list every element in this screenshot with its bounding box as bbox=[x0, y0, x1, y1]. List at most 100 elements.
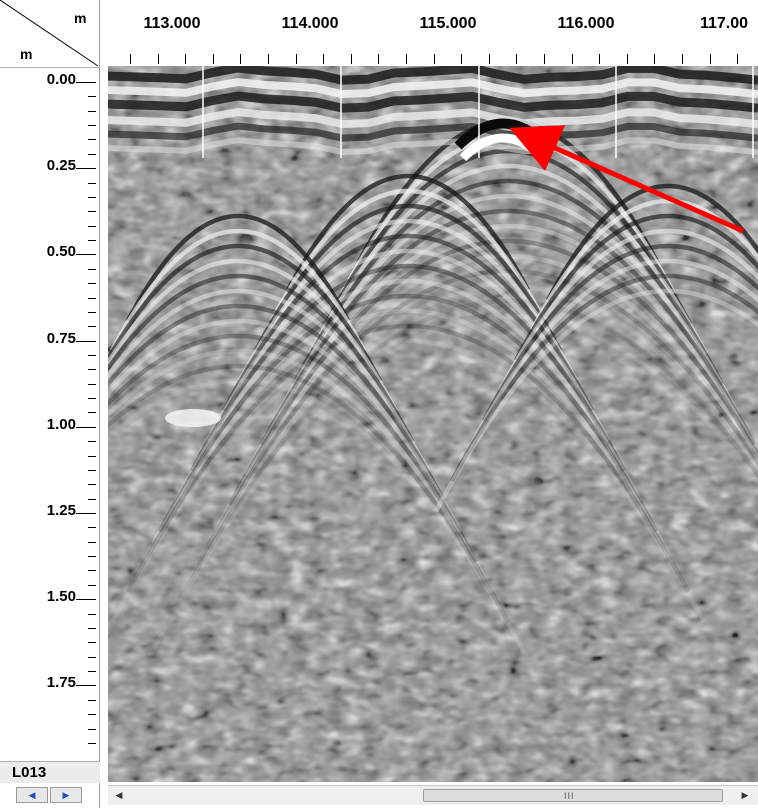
depth-major-tick bbox=[76, 513, 96, 514]
previous-line-button[interactable]: ◀ bbox=[16, 787, 48, 803]
axis-corner: m m bbox=[0, 0, 100, 68]
scrollbar-grip: III bbox=[564, 791, 575, 801]
surface-band bbox=[108, 122, 758, 142]
next-line-button[interactable]: ▶ bbox=[50, 787, 82, 803]
depth-minor-tick bbox=[88, 671, 96, 673]
scrollbar-thumb[interactable]: III bbox=[423, 789, 723, 802]
hyperbola-arc bbox=[142, 309, 674, 563]
right-arrow-icon: ▶ bbox=[62, 790, 70, 800]
depth-major-tick bbox=[76, 254, 96, 256]
depth-minor-tick bbox=[88, 211, 96, 213]
depth-label: 1.50 bbox=[46, 588, 76, 606]
hyperbola-arc bbox=[238, 219, 578, 382]
surface-band bbox=[108, 107, 758, 129]
hyperbola-arc bbox=[108, 304, 446, 503]
radar-texture bbox=[108, 66, 758, 782]
scroll-right-icon[interactable]: ▶ bbox=[741, 790, 749, 800]
depth-minor-tick bbox=[88, 455, 96, 457]
distance-tick bbox=[654, 54, 656, 64]
depth-minor-tick bbox=[88, 225, 96, 227]
distance-marker-lines bbox=[202, 66, 754, 158]
depth-minor-tick bbox=[88, 556, 96, 558]
depth-minor-tick bbox=[88, 268, 96, 270]
hyperbola-arc bbox=[482, 243, 758, 422]
distance-label: 115.000 bbox=[419, 15, 477, 32]
target-arrow bbox=[509, 125, 745, 234]
distance-tick bbox=[350, 54, 352, 64]
hyperbola-arc bbox=[108, 274, 414, 443]
x-unit-label: m bbox=[74, 10, 87, 26]
depth-label: 1.00 bbox=[46, 415, 76, 433]
depth-minor-tick bbox=[88, 498, 96, 500]
hyperbola-arc bbox=[286, 174, 530, 292]
distance-tick bbox=[544, 54, 545, 64]
depth-minor-tick bbox=[88, 570, 96, 572]
depth-minor-tick bbox=[88, 326, 96, 328]
distance-tick bbox=[599, 54, 601, 64]
hyperbola-arc bbox=[228, 238, 758, 507]
distance-tick bbox=[130, 54, 131, 64]
depth-axis: 0.00 0.25 0.50 0.75 1.00 1.25 1.50 1.75 bbox=[0, 0, 100, 760]
distance-tick bbox=[433, 54, 435, 64]
distance-tick bbox=[571, 54, 573, 64]
distance-tick bbox=[461, 54, 463, 64]
hyperbola-arc bbox=[108, 364, 510, 624]
depth-minor-tick bbox=[88, 139, 96, 141]
hyperbola-arc bbox=[158, 293, 658, 533]
depth-major-tick bbox=[76, 685, 96, 687]
depth-label: 1.25 bbox=[46, 502, 76, 519]
line-label: L013 bbox=[12, 764, 47, 781]
depth-minor-tick bbox=[88, 699, 96, 701]
depth-minor-tick bbox=[88, 527, 96, 529]
surface-band bbox=[108, 77, 758, 99]
distance-tick bbox=[157, 54, 159, 64]
distance-tick bbox=[626, 54, 628, 64]
depth-minor-tick bbox=[88, 613, 96, 615]
line-label-box: L013 bbox=[0, 761, 100, 783]
hyperbola-arc bbox=[126, 323, 690, 594]
depth-minor-tick bbox=[88, 311, 96, 313]
horizontal-scrollbar[interactable]: ◀ III ▶ bbox=[108, 785, 758, 805]
hyperbola-arc bbox=[308, 164, 708, 356]
depth-minor-tick bbox=[88, 412, 96, 414]
distance-label: 113.000 bbox=[143, 15, 201, 32]
hyperbola-arc bbox=[108, 348, 494, 594]
depth-minor-tick bbox=[88, 469, 96, 471]
distance-label: 117.00 bbox=[699, 15, 749, 32]
depth-label: 0.25 bbox=[46, 157, 76, 175]
depth-minor-tick bbox=[88, 125, 96, 127]
depth-label: 1.75 bbox=[46, 674, 76, 692]
hyperbola-arc bbox=[244, 224, 758, 476]
distance-tick bbox=[709, 54, 711, 64]
radargram-view[interactable] bbox=[108, 66, 758, 782]
hyperbola-arc bbox=[498, 229, 758, 392]
hyperbola-arc bbox=[174, 279, 642, 503]
surface-band bbox=[108, 91, 758, 113]
depth-minor-tick bbox=[88, 240, 96, 242]
depth-major-tick bbox=[76, 426, 96, 428]
hyperbola-arc bbox=[126, 213, 350, 322]
distance-tick bbox=[323, 54, 325, 64]
hyperbola-arc bbox=[450, 273, 758, 483]
hyperbola-arc bbox=[276, 194, 740, 416]
hyperbola-arc bbox=[260, 208, 756, 446]
distance-label: 114.000 bbox=[281, 15, 339, 32]
depth-minor-tick bbox=[88, 383, 96, 385]
hyperbola-arc bbox=[148, 313, 758, 658]
surface-band bbox=[108, 136, 758, 156]
bright-anomaly bbox=[165, 409, 221, 427]
depth-major-tick bbox=[76, 82, 96, 83]
distance-tick bbox=[406, 54, 407, 64]
depth-minor-tick bbox=[88, 541, 96, 543]
distance-tick bbox=[682, 54, 683, 64]
surface-band bbox=[108, 66, 758, 85]
scroll-left-icon[interactable]: ◀ bbox=[115, 790, 123, 800]
depth-minor-tick bbox=[88, 182, 96, 184]
hyperbola-arc bbox=[108, 244, 382, 382]
depth-minor-tick bbox=[88, 642, 96, 644]
depth-minor-tick bbox=[88, 297, 96, 299]
hyperbola-arc bbox=[546, 184, 758, 302]
distance-tick bbox=[268, 54, 269, 64]
distance-axis: 113.000 114.000 115.000 116.000 117.00 bbox=[108, 0, 758, 66]
hyperbola-arc bbox=[108, 378, 526, 654]
